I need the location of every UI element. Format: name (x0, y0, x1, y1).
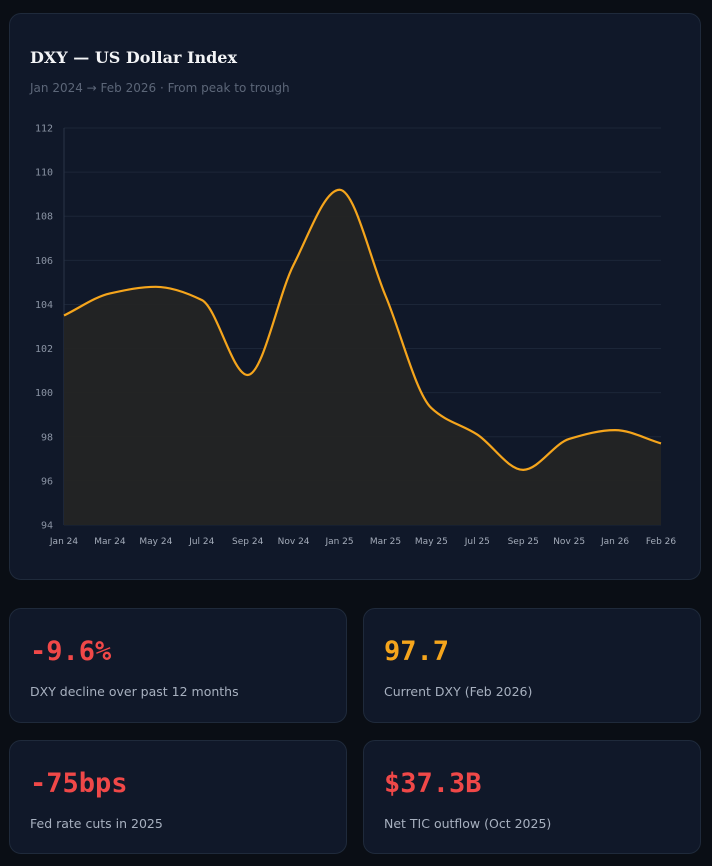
x-tick-label: May 24 (139, 537, 172, 547)
x-tick-label: Mar 25 (370, 537, 401, 547)
stat-value: 97.7 (384, 636, 450, 667)
data-point (471, 429, 483, 441)
y-tick-label: 98 (41, 432, 53, 443)
y-tick-label: 106 (35, 256, 53, 267)
stat-card-fed-rate-cuts: -75bps Fed rate cuts in 2025 (9, 740, 347, 854)
dxy-series-line (63, 188, 662, 471)
dxy-area-fill (64, 189, 661, 525)
data-point (58, 309, 70, 321)
y-tick-label: 108 (35, 212, 53, 223)
data-point (379, 290, 391, 302)
stat-label: DXY decline over past 12 months (30, 684, 239, 699)
data-point (655, 437, 667, 449)
x-tick-label: Sep 25 (508, 537, 539, 547)
data-point (104, 287, 116, 299)
data-point (242, 369, 254, 381)
y-tick-label: 104 (35, 300, 53, 311)
dxy-chart: 94 96 98 100 102 104 106 108 110 112 Jan 24 Mar 24… (35, 124, 676, 548)
stat-value: -9.6% (30, 636, 112, 667)
x-tick-label: Nov 24 (278, 537, 310, 547)
x-tick-label: May 25 (415, 537, 448, 547)
x-axis-ticks: Jan 24 Mar 24 May 24 Jul 24 Sep 24 Nov 24 Jan … (49, 537, 676, 547)
x-tick-label: Jan 25 (324, 537, 353, 547)
y-tick-label: 96 (41, 476, 53, 487)
x-tick-label: Jul 24 (188, 537, 214, 547)
y-tick-label: 94 (41, 521, 53, 532)
stat-card-dxy-decline: -9.6% DXY decline over past 12 months (9, 608, 347, 723)
data-point (288, 259, 300, 271)
x-tick-label: Mar 24 (94, 537, 126, 547)
y-tick-label: 112 (35, 124, 53, 135)
chart-card: 94 96 98 100 102 104 106 108 110 112 Jan 24 Mar 24… (9, 13, 701, 580)
data-point (196, 294, 208, 306)
data-point (563, 433, 575, 445)
data-point (517, 464, 529, 476)
y-axis-ticks: 94 96 98 100 102 104 106 108 110 112 (35, 124, 53, 532)
x-tick-label: Nov 25 (553, 537, 585, 547)
stat-label: Net TIC outflow (Oct 2025) (384, 816, 552, 831)
x-tick-label: Jul 25 (464, 537, 490, 547)
stat-card-tic-outflow: $37.3B Net TIC outflow (Oct 2025) (363, 740, 701, 854)
y-tick-label: 102 (35, 344, 53, 355)
data-point (425, 402, 437, 414)
x-tick-label: Feb 26 (646, 537, 677, 547)
chart-subtitle: Jan 2024 → Feb 2026 · From peak to troug… (30, 81, 290, 95)
x-tick-label: Jan 24 (49, 537, 78, 547)
stat-value: $37.3B (384, 768, 482, 799)
x-tick-label: Sep 24 (232, 537, 264, 547)
data-point (150, 281, 162, 293)
stat-label: Current DXY (Feb 2026) (384, 684, 533, 699)
y-tick-label: 110 (35, 168, 53, 179)
data-point (334, 184, 346, 196)
stat-label: Fed rate cuts in 2025 (30, 816, 163, 831)
x-tick-label: Jan 26 (600, 537, 629, 547)
chart-title: DXY — US Dollar Index (30, 48, 238, 67)
y-tick-label: 100 (35, 388, 53, 399)
stat-card-current-dxy: 97.7 Current DXY (Feb 2026) (363, 608, 701, 723)
stat-value: -75bps (30, 768, 128, 799)
data-point (609, 424, 621, 436)
